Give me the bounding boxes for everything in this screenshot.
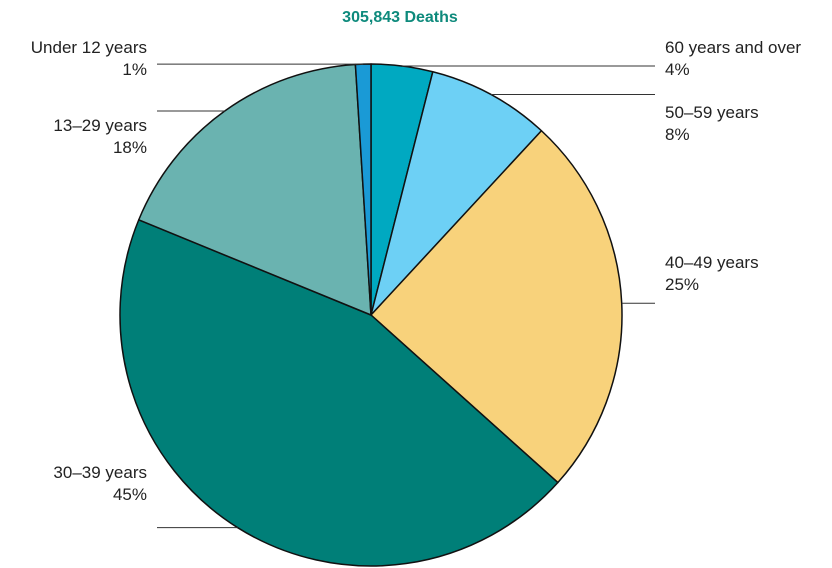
pie-slice-40-49-years — [370, 130, 623, 484]
slice-label-13-29-years: 13–29 years — [53, 116, 147, 135]
slice-label-60-years-and-over: 60 years and over — [665, 38, 801, 57]
slice-percent-50-59-years: 8% — [665, 125, 690, 144]
slice-percent-40-49-years: 25% — [665, 275, 699, 294]
slice-percent-under-12-years: 1% — [122, 60, 147, 79]
slice-percent-30-39-years: 45% — [113, 485, 147, 504]
pie-slice-13-29-years — [137, 63, 372, 316]
slice-label-40-49-years: 40–49 years — [665, 253, 759, 272]
pie-slices — [119, 63, 623, 567]
slice-label-under-12-years: Under 12 years — [31, 38, 147, 57]
slice-percent-13-29-years: 18% — [113, 138, 147, 157]
slice-label-50-59-years: 50–59 years — [665, 103, 759, 122]
slice-percent-60-years-and-over: 4% — [665, 60, 690, 79]
slice-label-30-39-years: 30–39 years — [53, 463, 147, 482]
slice-labels: 60 years and over 4% 50–59 years 8% 40–49 ye… — [31, 38, 802, 504]
chart-title: 305,843 Deaths — [342, 9, 458, 26]
leader-lines — [157, 63, 655, 529]
